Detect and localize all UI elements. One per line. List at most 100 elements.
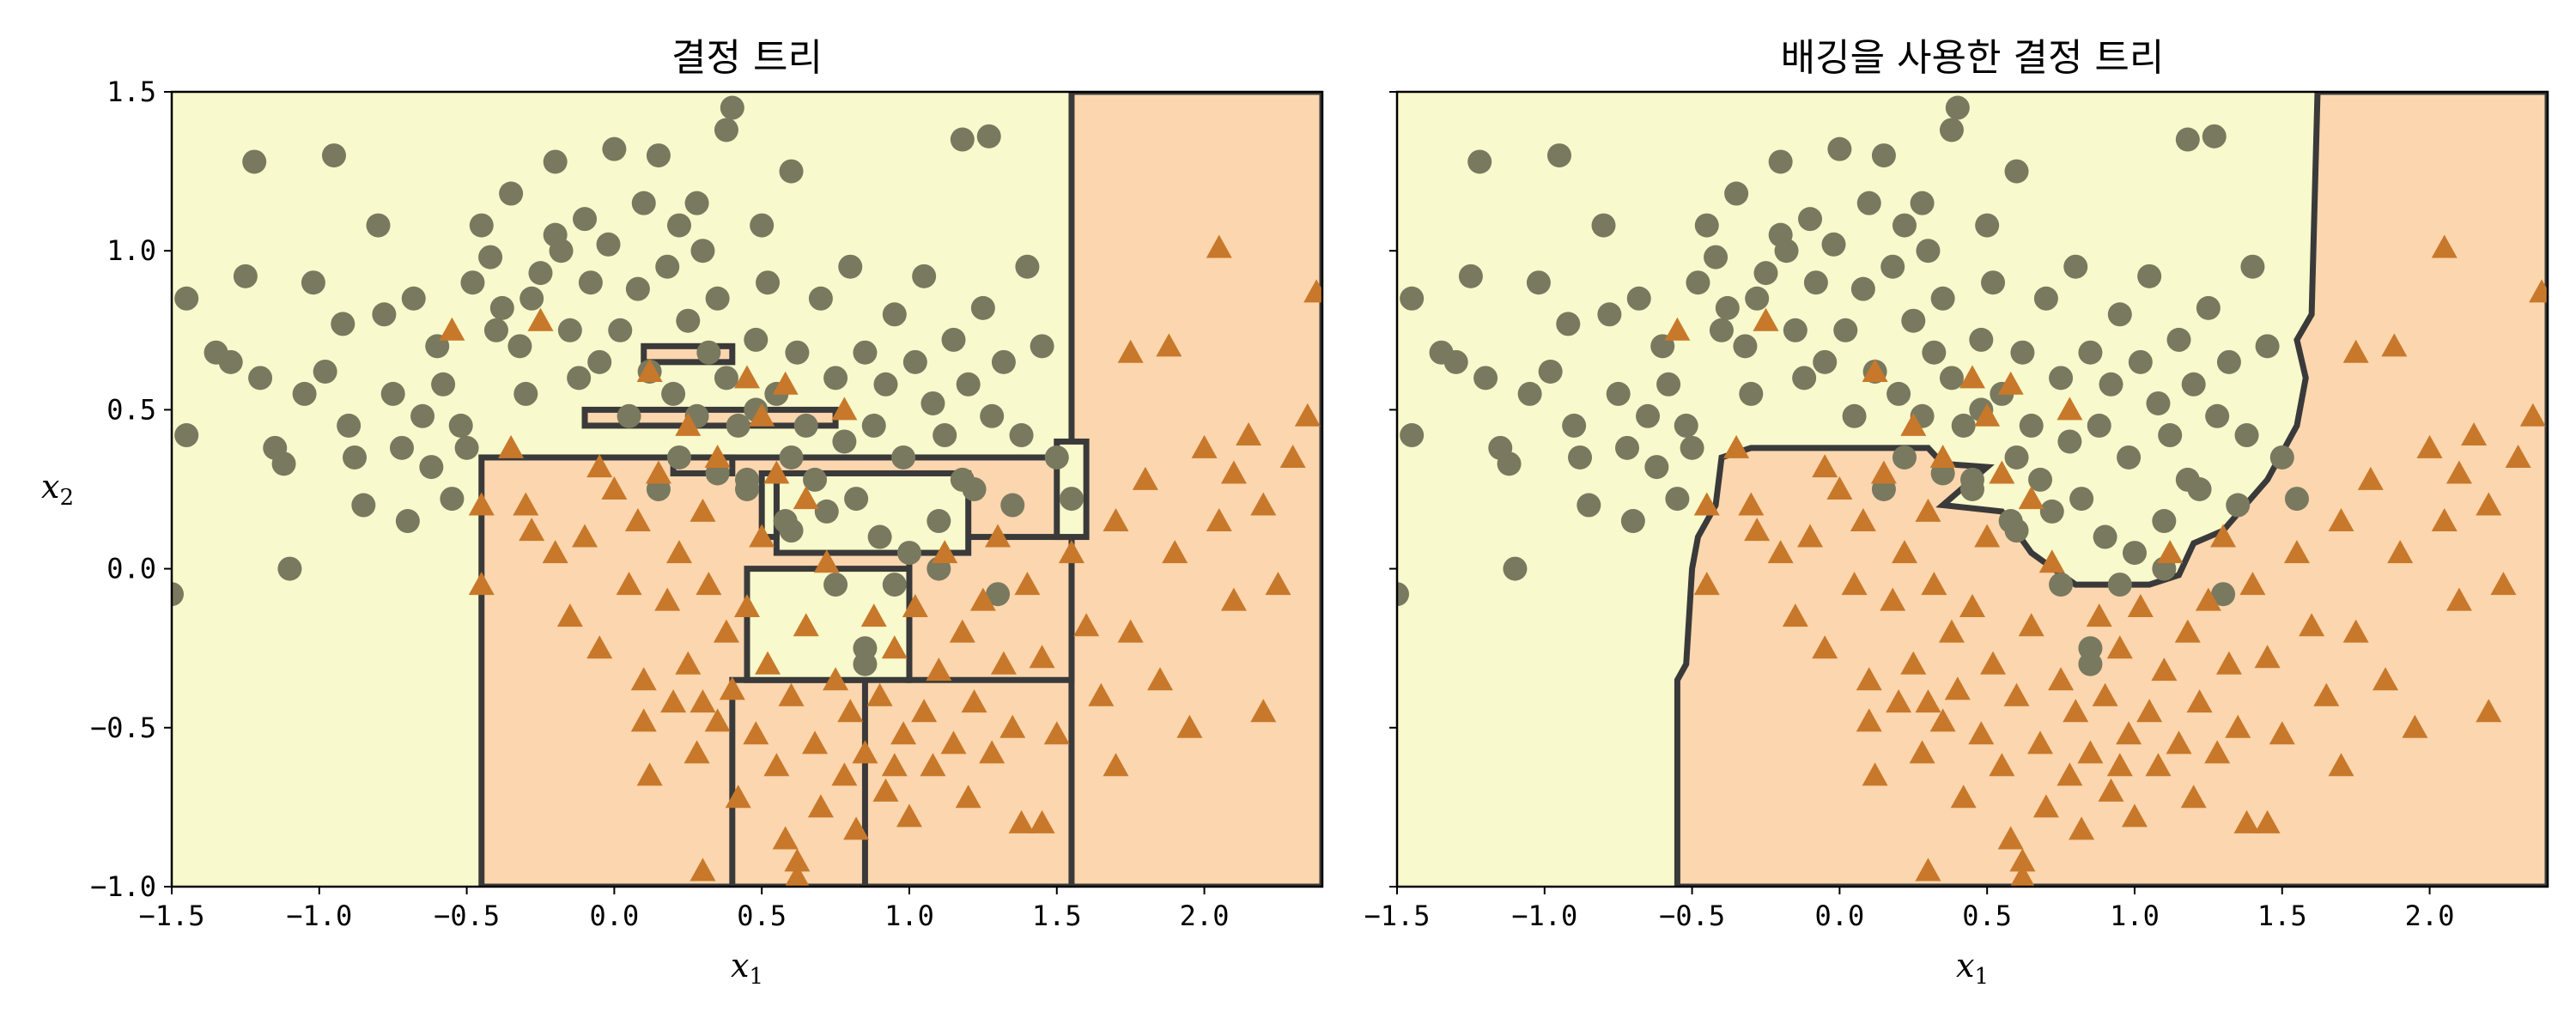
panel1-x-axis-label: x1 xyxy=(731,947,763,990)
panel2-triangle-point xyxy=(2174,619,2201,643)
panel2-triangle-point xyxy=(1915,498,1941,522)
panel1-circle-point xyxy=(853,340,878,365)
panel2-circle-point xyxy=(1656,372,1681,397)
panel1-circle-point xyxy=(823,573,848,597)
panel1-triangle-point xyxy=(920,753,946,777)
panel2-triangle-point xyxy=(2233,809,2260,833)
panel2-circle-point xyxy=(2146,391,2171,415)
panel2-x-tick-label: 0.0 xyxy=(1814,900,1864,932)
panel2-triangle-point xyxy=(1693,572,1720,596)
panel1-circle-point xyxy=(337,413,361,438)
panel2-circle-point xyxy=(1833,318,1858,342)
panel1-circle-point xyxy=(380,381,405,406)
panel2-triangle-point xyxy=(2136,699,2163,723)
panel2-circle-point xyxy=(2122,541,2147,566)
panel1-triangle-point xyxy=(743,721,769,745)
panel2-circle-point xyxy=(2028,467,2053,492)
panel1-triangle-point xyxy=(725,785,751,809)
panel1-triangle-point xyxy=(439,317,465,341)
panel1-triangle-point xyxy=(911,699,938,723)
panel2-circle-point xyxy=(2107,302,2132,327)
panel2-circle-point xyxy=(1850,276,1875,301)
panel2-circle-point xyxy=(1597,302,1622,327)
panel1-triangle-point xyxy=(690,857,716,882)
panel2-circle-point xyxy=(1753,261,1778,286)
panel2-circle-point xyxy=(1400,423,1425,448)
panel2-triangle-point xyxy=(1850,508,1876,532)
panel2-circle-point xyxy=(1546,143,1571,168)
panel1-circle-point xyxy=(602,136,627,161)
panel1-circle-point xyxy=(933,423,957,448)
panel1-triangle-point xyxy=(772,826,799,850)
panel1-circle-point xyxy=(666,445,691,470)
panel2-triangle-point xyxy=(1767,540,1794,564)
panel2-circle-point xyxy=(2211,582,2236,607)
panel2-circle-point xyxy=(1892,213,1917,238)
panel1-circle-point xyxy=(676,308,701,333)
panel1-circle-point xyxy=(172,582,184,607)
panel2-circle-point xyxy=(1939,118,1964,142)
panel1-circle-point xyxy=(832,429,857,454)
panel1-circle-point xyxy=(543,149,568,174)
panel1-circle-point xyxy=(980,403,1005,428)
panel2-circle-point xyxy=(2269,445,2294,470)
panel2-circle-point xyxy=(1768,149,1793,174)
panel1-region-class0-island-2 xyxy=(758,470,780,541)
panel1-triangle-point xyxy=(1294,403,1321,427)
panel1-circle-point xyxy=(410,403,435,428)
panel1-circle-point xyxy=(779,518,804,543)
panel2-circle-point xyxy=(2216,349,2241,374)
panel1-triangle-point xyxy=(572,524,598,548)
panel1-triangle-point xyxy=(872,778,899,802)
panel2-circle-point xyxy=(1945,95,1970,120)
panel1-circle-point xyxy=(567,366,592,391)
panel2-circle-point xyxy=(1842,403,1867,428)
panel2-x-tick-label: −1.0 xyxy=(1511,900,1577,932)
panel2-triangle-point xyxy=(2009,848,2036,872)
panel2-circle-point xyxy=(1397,582,1409,607)
panel2-triangle-point xyxy=(2063,699,2089,723)
panel1-triangle-point xyxy=(932,540,958,564)
panel2-triangle-point xyxy=(2416,434,2443,458)
panel1-circle-point xyxy=(460,270,485,295)
panel2-circle-point xyxy=(1856,191,1881,215)
panel1-triangle-point xyxy=(586,454,613,478)
panel2-triangle-point xyxy=(2186,689,2213,713)
panel2-triangle-point xyxy=(2157,540,2184,564)
panel2-circle-point xyxy=(1871,143,1896,168)
panel1-triangle-point xyxy=(749,403,775,427)
panel1-circle-point xyxy=(301,270,325,295)
panel2-triangle-point xyxy=(2215,651,2242,675)
panel1-frame xyxy=(170,90,1324,888)
panel1-circle-point xyxy=(808,286,833,311)
panel1-triangle-point xyxy=(881,753,908,777)
panel2-triangle-point xyxy=(1929,444,1956,468)
panel2-circle-point xyxy=(1939,366,1964,391)
panel1-triangle-point xyxy=(763,753,790,777)
panel1-circle-point xyxy=(596,232,621,257)
panel1-x-tick-label: 0.0 xyxy=(589,900,639,932)
panel1-circle-point xyxy=(896,541,921,566)
panel2-triangle-point xyxy=(2476,699,2502,723)
panel2-circle-point xyxy=(1813,349,1838,374)
panel1-triangle-point xyxy=(999,714,1026,738)
panel2-circle-point xyxy=(1792,366,1817,391)
panel2-triangle-point xyxy=(2048,667,2075,691)
panel1-circle-point xyxy=(970,295,995,320)
panel2-circle-point xyxy=(1803,270,1828,295)
panel1-triangle-point xyxy=(1132,466,1158,490)
panel1-triangle-point xyxy=(519,518,545,542)
panel2-triangle-point xyxy=(1738,492,1765,516)
panel1-circle-point xyxy=(321,143,346,168)
panel1-triangle-point xyxy=(940,730,967,754)
panel1-circle-point xyxy=(690,239,715,264)
panel2-x-axis-label: x1 xyxy=(1956,947,1989,990)
panel1-circle-point xyxy=(950,127,975,152)
panel1-circle-point xyxy=(779,445,804,470)
panel1-triangle-point xyxy=(949,619,975,643)
panel2-circle-point xyxy=(2117,445,2142,470)
panel1-circle-point xyxy=(684,191,709,215)
panel2-circle-point xyxy=(1768,222,1793,247)
panel2-circle-point xyxy=(1503,556,1528,581)
panel2-circle-point xyxy=(2166,327,2191,352)
